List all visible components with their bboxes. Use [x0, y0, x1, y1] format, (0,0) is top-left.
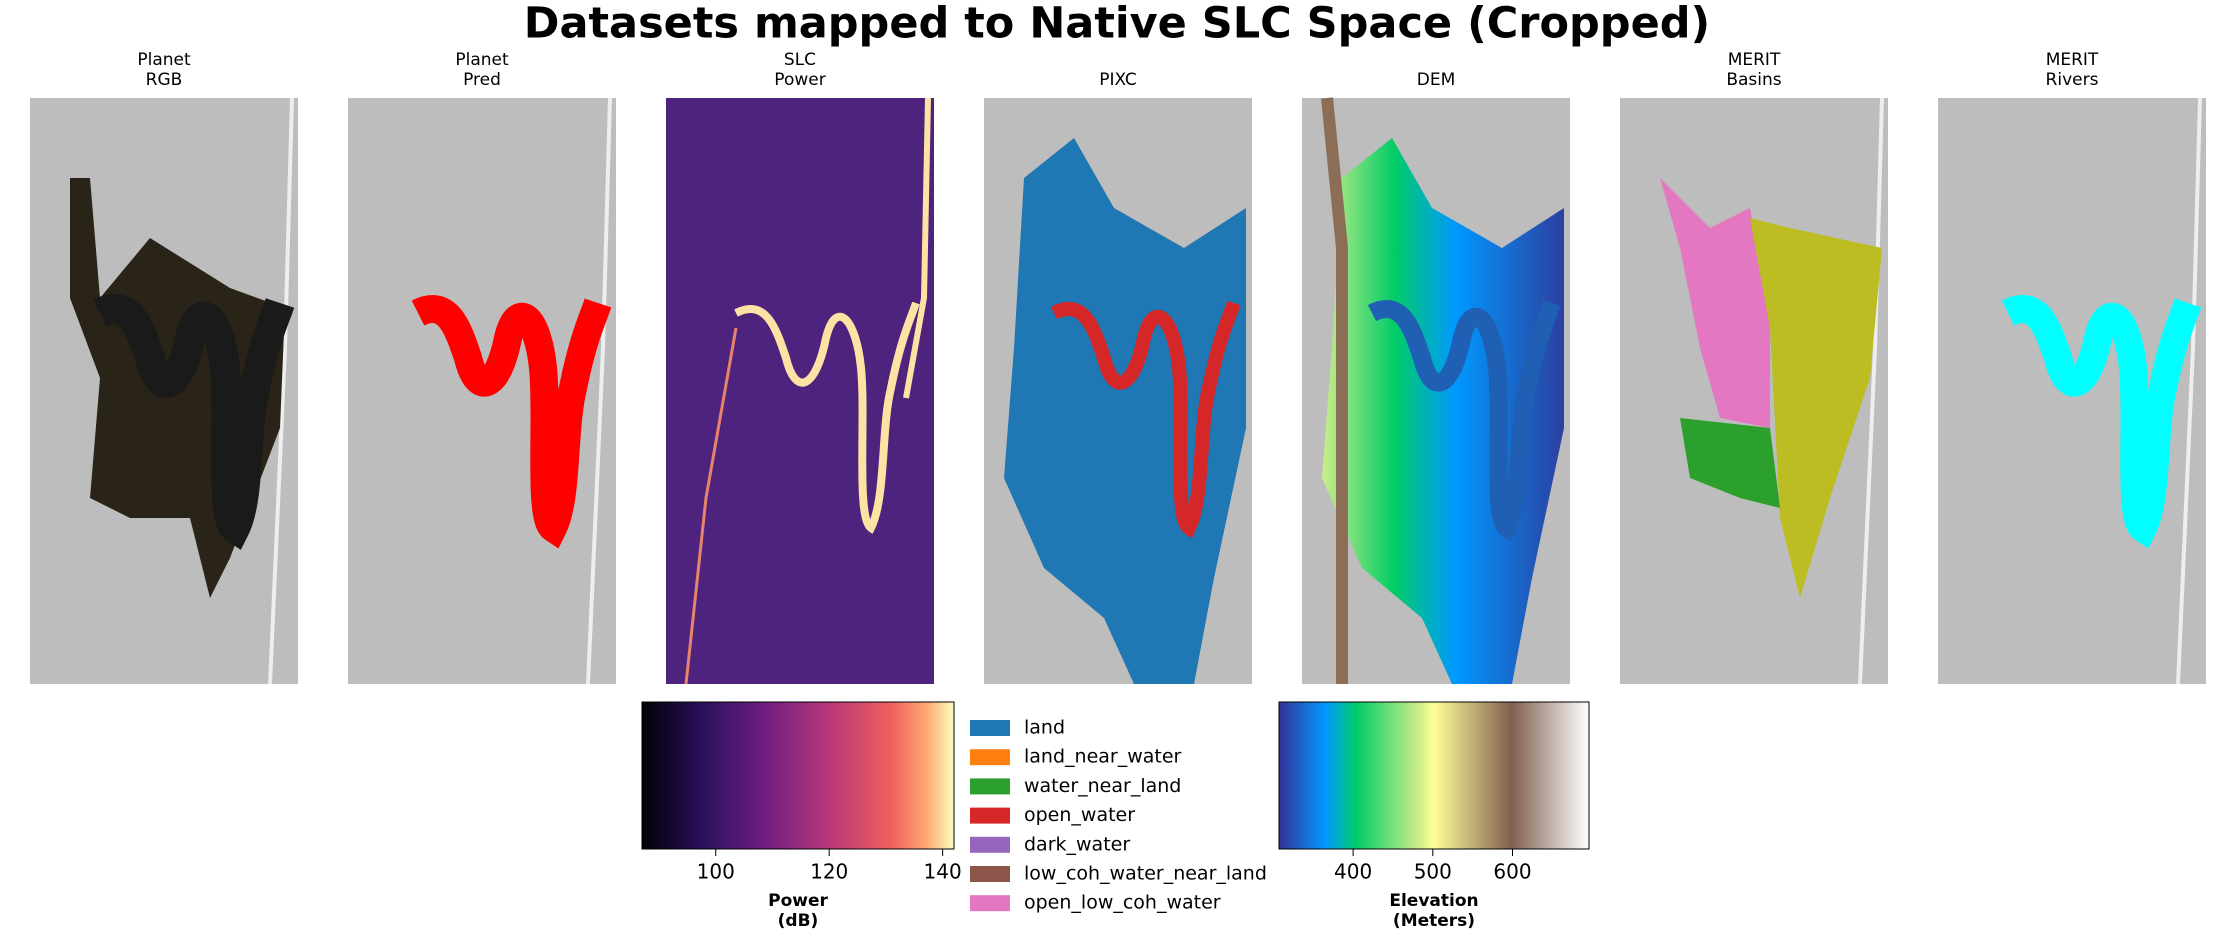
legend-swatch	[970, 807, 1010, 824]
panel-title: Planet	[455, 50, 509, 70]
legend-swatch	[970, 836, 1010, 853]
panel-title: MERIT	[2046, 50, 2099, 70]
panel-title: Basins	[1726, 70, 1781, 90]
panel-title: Rivers	[2046, 70, 2099, 90]
legend-label: open_water	[1024, 804, 1135, 826]
colorbar-label: (Meters)	[1393, 911, 1475, 931]
panel-title: Power	[774, 70, 825, 90]
colorbar-label: (dB)	[778, 911, 819, 931]
panel-image	[348, 97, 616, 685]
colorbar	[641, 701, 955, 850]
panel-image	[666, 97, 934, 685]
tick-label: 400	[1334, 860, 1372, 884]
panel-title: PIXC	[1099, 70, 1137, 90]
legend-label: land_near_water	[1024, 746, 1182, 768]
legend-swatch	[970, 749, 1010, 766]
tick-label: 100	[697, 860, 735, 884]
panel-title: MERIT	[1728, 50, 1781, 70]
colorbar-label: Power	[768, 891, 828, 911]
panel-images	[30, 97, 2206, 685]
legend-swatch	[970, 866, 1010, 882]
legend-label: low_coh_water_near_land	[1024, 863, 1267, 885]
legend-label: water_near_land	[1024, 775, 1181, 797]
tick-label: 600	[1493, 860, 1531, 884]
colorbar	[1278, 701, 1590, 850]
panel-image	[1938, 97, 2206, 685]
legend-swatch	[970, 720, 1010, 736]
panel-image	[30, 97, 298, 685]
tick-label: 140	[924, 860, 962, 884]
tick-label: 500	[1414, 860, 1452, 884]
panel-title: Pred	[463, 70, 501, 90]
panel-image	[1620, 97, 1888, 685]
legend-label: land	[1024, 717, 1065, 739]
figure-title: Datasets mapped to Native SLC Space (Cro…	[524, 0, 1710, 49]
legend-label: dark_water	[1024, 833, 1130, 855]
legend-swatch	[970, 895, 1010, 912]
panel-title: SLC	[784, 50, 816, 70]
panel-title: DEM	[1417, 70, 1456, 90]
legend-swatch	[970, 778, 1010, 795]
panel-title: RGB	[146, 70, 183, 90]
panel-image	[984, 98, 1252, 684]
panel-title: Planet	[137, 50, 191, 70]
tick-label: 120	[810, 860, 848, 884]
legend-label: open_low_coh_water	[1024, 892, 1221, 914]
colorbar-label: Elevation	[1389, 891, 1478, 911]
panel-image	[1302, 97, 1570, 684]
